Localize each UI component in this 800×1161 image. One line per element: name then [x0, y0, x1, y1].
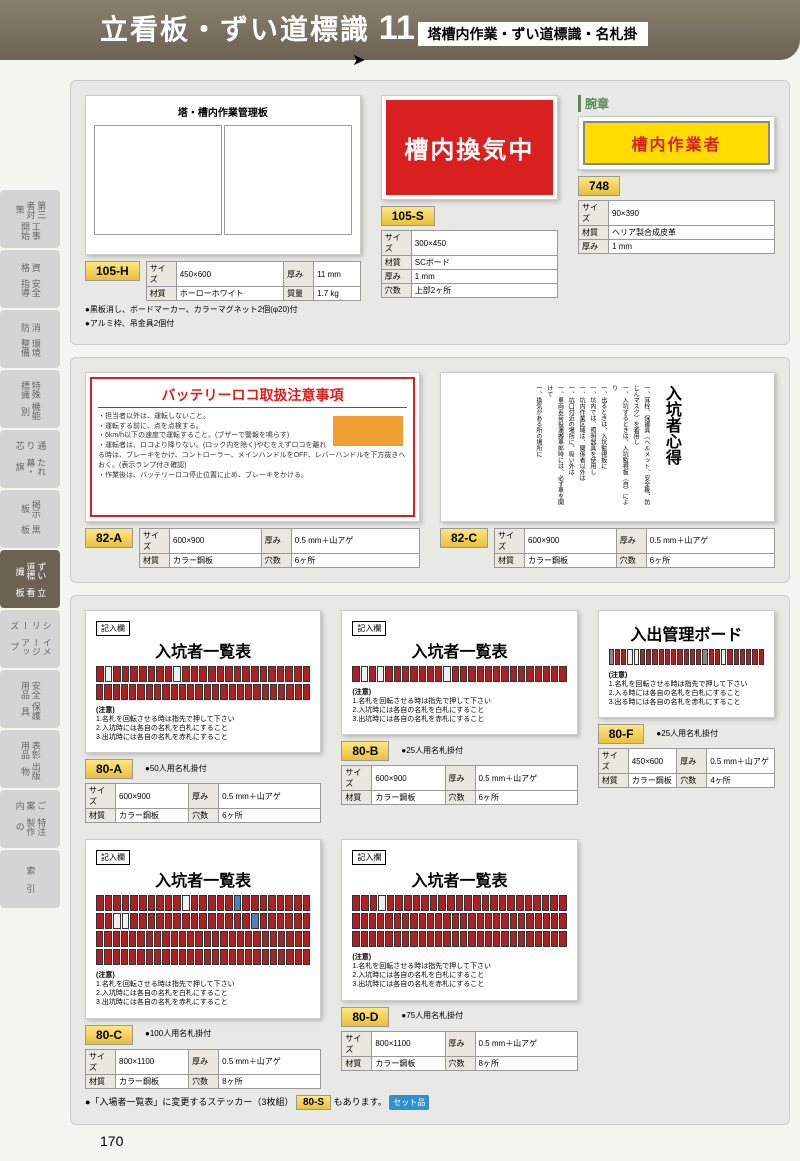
sidebar-item[interactable]: 通り芯たれ幕・旗 [0, 430, 60, 488]
section-3: 記入欄入坑者一覧表(注意)1.名札を回転させる時は指先で押して下さい2.入坑時に… [70, 595, 790, 1125]
page-number: 170 [100, 1133, 123, 1149]
product-image-105h: 塔・槽内作業管理板 [85, 95, 361, 255]
product-80f: 入出管理ボード(注意)1.名札を回転させる時は指先で押して下さい2.入る時には各… [598, 610, 775, 788]
form-title: 塔・槽内作業管理板 [94, 104, 352, 119]
header-title: 立看板・ずい道標識 [100, 14, 370, 45]
battery-illustration [333, 416, 403, 446]
product-image: 入出管理ボード(注意)1.名札を回転させる時は指先で押して下さい2.入る時には各… [598, 610, 775, 718]
set-badge: セット品 [389, 1095, 429, 1110]
product-image: 記入欄入坑者一覧表(注意)1.名札を回転させる時は指先で押して下さい2.入坑時に… [85, 839, 321, 1018]
product-image: 記入欄入坑者一覧表(注意)1.名札を回転させる時は指先で押して下さい2.入坑時に… [85, 610, 321, 753]
sidebar-item[interactable]: 安全用品保護具 [0, 670, 60, 728]
header-subtitle: 塔槽内作業・ずい道標識・名札掛 [418, 22, 648, 46]
sidebar-nav: 第三者対策工事開始資 格安全指導消 防環境整備特殊標識機能別通り芯たれ幕・旗掲示… [0, 190, 60, 910]
sidebar-item[interactable]: ご案内特注製作の [0, 790, 60, 848]
sidebar-item[interactable]: 第三者対策工事開始 [0, 190, 60, 248]
cursor-icon: ➤ [352, 50, 365, 70]
page-header: 立看板・ずい道標識 11 塔槽内作業・ずい道標識・名札掛 ➤ [0, 0, 800, 60]
sidebar-item[interactable]: 表彰用品出版物 [0, 730, 60, 788]
product-image: 記入欄入坑者一覧表(注意)1.名札を回転させる時は指先で押して下さい2.入坑時に… [341, 610, 577, 735]
code-badge-105h: 105-H [85, 261, 140, 281]
product-image-105s: 槽内換気中 [381, 95, 558, 200]
sidebar-item[interactable]: 索 引 [0, 850, 60, 908]
code-badge-82a: 82-A [85, 528, 133, 548]
section-label-armband: 腕章 [578, 95, 775, 112]
product-105h: 塔・槽内作業管理板 105-H サイズ450×600厚み11 mm 材質ホーロー… [85, 95, 361, 330]
product-80d: 記入欄入坑者一覧表(注意)1.名札を回転させる時は指先で押して下さい2.入坑時に… [341, 839, 577, 1070]
footer-note: ●「入場者一覧表」に変更するステッカー（3枚組） 80-S もあります。 セット… [85, 1095, 775, 1110]
code-badge-748: 748 [578, 176, 620, 196]
product-80c: 記入欄入坑者一覧表(注意)1.名札を回転させる時は指先で押して下さい2.入坑時に… [85, 839, 321, 1088]
sidebar-item[interactable]: 掲示板黒 板 [0, 490, 60, 548]
code-inline-80s: 80-S [296, 1095, 331, 1110]
sidebar-item[interactable]: 消 防環境整備 [0, 310, 60, 368]
sidebar-item[interactable]: シリーズイメージアップ [0, 610, 60, 668]
product-image-82c: 入坑者心得 一、耳栓、保護具（ヘルメット、安全靴、防じんマスク）を着用し一、入坑… [440, 372, 775, 522]
note-105h-1: ●黒板消し、ボードマーカー、カラーマグネット2個(φ20)付 [85, 305, 361, 315]
note-105h-2: ●アルミ枠、吊金具2個付 [85, 319, 361, 329]
sidebar-item[interactable]: ずい道標識立看板 [0, 550, 60, 608]
code-badge-105s: 105-S [381, 206, 435, 226]
product-82a: バッテリーロコ取扱注意事項 ・担当者以外は、運転しないこと。・運転する前に、点を… [85, 372, 420, 568]
product-80a: 記入欄入坑者一覧表(注意)1.名札を回転させる時は指先で押して下さい2.入坑時に… [85, 610, 321, 823]
section-2: バッテリーロコ取扱注意事項 ・担当者以外は、運転しないこと。・運転する前に、点を… [70, 357, 790, 583]
sidebar-item[interactable]: 特殊標識機能別 [0, 370, 60, 428]
section-1: 塔・槽内作業管理板 105-H サイズ450×600厚み11 mm 材質ホーロー… [70, 80, 790, 345]
product-image-82a: バッテリーロコ取扱注意事項 ・担当者以外は、運転しないこと。・運転する前に、点を… [85, 372, 420, 522]
main-content: 塔・槽内作業管理板 105-H サイズ450×600厚み11 mm 材質ホーロー… [70, 80, 790, 1125]
code-badge-82c: 82-C [440, 528, 488, 548]
header-number: 11 [379, 9, 415, 47]
product-image-748: 槽内作業者 [578, 116, 775, 170]
sidebar-item[interactable]: 資 格安全指導 [0, 250, 60, 308]
product-105s: 槽内換気中 105-S サイズ300×450 材質SCボード 厚み1 mm 穴数… [381, 95, 558, 298]
product-748: 腕章 槽内作業者 748 サイズ90×390 材質ヘリア製合成皮革 厚み1 mm [578, 95, 775, 254]
product-80b: 記入欄入坑者一覧表(注意)1.名札を回転させる時は指先で押して下さい2.入坑時に… [341, 610, 577, 805]
product-image: 記入欄入坑者一覧表(注意)1.名札を回転させる時は指先で押して下さい2.入坑時に… [341, 839, 577, 1000]
product-82c: 入坑者心得 一、耳栓、保護具（ヘルメット、安全靴、防じんマスク）を着用し一、入坑… [440, 372, 775, 568]
